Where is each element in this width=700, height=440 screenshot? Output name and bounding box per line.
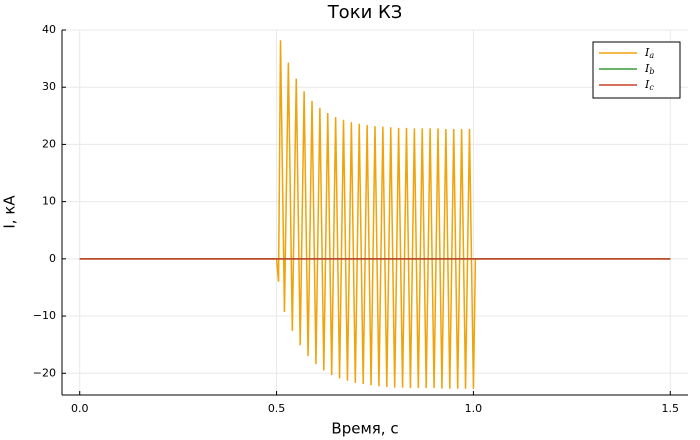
x-tick-label: 0.0 xyxy=(71,402,89,415)
x-tick-label: 0.5 xyxy=(268,402,286,415)
y-tick-label: 20 xyxy=(42,137,56,150)
legend-label: Ib xyxy=(644,62,654,76)
y-tick-label: 10 xyxy=(42,195,56,208)
y-tick-label: 0 xyxy=(49,252,56,265)
x-axis-label: Время, с xyxy=(331,420,398,438)
chart-title: Токи КЗ xyxy=(327,2,403,23)
y-tick-label: −20 xyxy=(33,366,56,379)
series-line xyxy=(79,40,671,389)
legend-box xyxy=(592,41,681,99)
y-axis-label: I, кА xyxy=(1,195,19,229)
y-tick-label: 30 xyxy=(42,80,56,93)
x-tick-label: 1.0 xyxy=(465,402,483,415)
x-tick-label: 1.5 xyxy=(662,402,680,415)
y-tick-label: 40 xyxy=(42,23,56,36)
legend-label: Ic xyxy=(644,78,654,92)
y-tick-label: −10 xyxy=(33,309,56,322)
legend-label: Ia xyxy=(644,46,654,60)
